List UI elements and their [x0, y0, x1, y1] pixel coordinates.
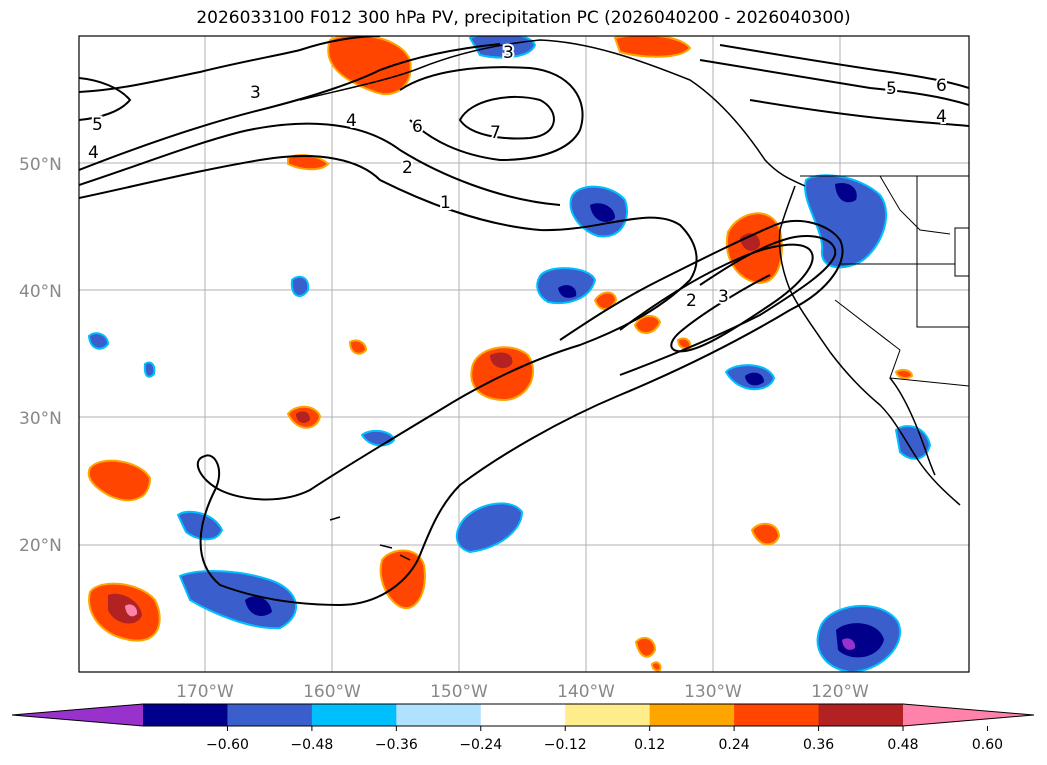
contour-labels: 3 7 6 4 3 2 1 5 4 5 6 4 2 3	[86, 41, 949, 313]
colorbar-tick-label: 0.36	[803, 737, 834, 753]
colorbar-segment	[734, 704, 820, 726]
colorbar-segment	[396, 704, 482, 726]
colorbar-segment	[818, 704, 904, 726]
lon-label: 170°W	[176, 682, 234, 702]
colorbar-segment	[480, 704, 566, 726]
contour-label: 5	[92, 115, 103, 135]
precip-negative	[87, 36, 932, 672]
colorbar-tick-label: −0.12	[544, 737, 587, 753]
coastlines	[299, 39, 961, 561]
lon-label: 140°W	[557, 682, 615, 702]
contour-label: 5	[886, 79, 897, 99]
contour-label: 3	[718, 287, 729, 307]
contour-label: 6	[936, 76, 947, 96]
colorbar-tick-label: −0.48	[290, 737, 333, 753]
borders	[800, 175, 969, 387]
contour-label: 4	[936, 107, 947, 127]
contour-label: 3	[250, 83, 261, 103]
precip-positive	[87, 36, 914, 672]
colorbar-tick-label: 0.48	[887, 737, 918, 753]
colorbar	[11, 703, 1035, 727]
contour-label: 3	[503, 43, 514, 63]
colorbar-extend-max	[903, 704, 1034, 726]
colorbar-tick-label: −0.36	[375, 737, 418, 753]
colorbar-tick-label: −0.60	[206, 737, 249, 753]
colorbar-segment	[143, 704, 228, 726]
colorbar-outline	[11, 703, 1035, 727]
colorbar-extend-min	[12, 704, 143, 726]
contour-label: 7	[490, 123, 501, 143]
lat-label: 50°N	[19, 155, 62, 175]
contour-label: 6	[412, 117, 423, 137]
gridlines	[79, 36, 969, 672]
lon-label: 160°W	[303, 682, 361, 702]
contour-label: 2	[686, 291, 697, 311]
colorbar-segment	[311, 704, 397, 726]
colorbar-tick-label: −0.24	[459, 737, 502, 753]
lat-label: 20°N	[19, 536, 62, 556]
pv-contours	[79, 36, 969, 607]
map-border	[78, 35, 970, 673]
contour-label: 4	[346, 111, 357, 131]
contour-label: 4	[88, 143, 99, 163]
lat-label: 30°N	[19, 409, 62, 429]
colorbar-segment	[649, 704, 735, 726]
map-title: 2026033100 F012 300 hPa PV, precipitatio…	[196, 8, 851, 28]
colorbar-tick-label: 0.24	[719, 737, 750, 753]
colorbar-ticks: −0.60 −0.48 −0.36 −0.24 −0.12 0.12 0.24 0.36 0.4…	[206, 726, 1003, 753]
lat-label: 40°N	[19, 282, 62, 302]
colorbar-tick-label: 0.12	[634, 737, 665, 753]
lon-label: 130°W	[684, 682, 742, 702]
lon-label: 120°W	[811, 682, 869, 702]
contour-label: 1	[440, 193, 451, 213]
lon-label: 150°W	[430, 682, 488, 702]
colorbar-tick-label: 0.60	[972, 737, 1003, 753]
contour-label: 2	[402, 158, 413, 178]
colorbar-segment	[565, 704, 651, 726]
colorbar-segment	[227, 704, 313, 726]
